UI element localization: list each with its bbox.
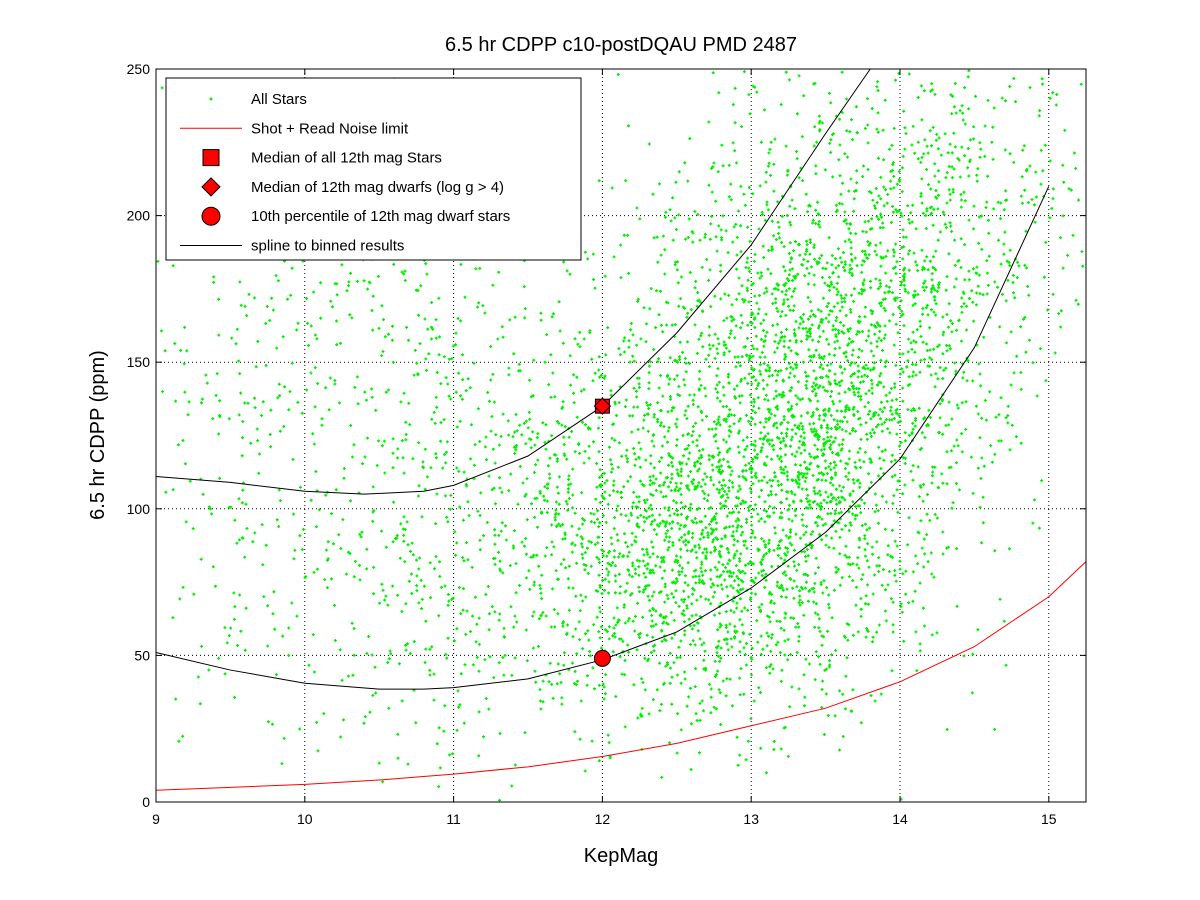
tenth-percentile-dwarf-marker [593, 649, 611, 667]
plot-frame [155, 68, 1087, 803]
legend-symbol-dot [209, 97, 213, 101]
x-tick-label: 9 [152, 811, 160, 827]
x-axis-label: KepMag [584, 845, 659, 867]
legend-symbol-diamond [201, 177, 221, 197]
shot-read-noise-limit-line [155, 561, 1087, 791]
y-axis-label: 6.5 hr CDPP (ppm) [87, 350, 109, 520]
legend-label: Median of all 12th mag Stars [251, 150, 442, 167]
y-tick-label: 50 [134, 647, 150, 663]
curves [155, 68, 1087, 791]
legend-label: spline to binned results [251, 238, 404, 255]
y-tick-label: 200 [127, 208, 151, 224]
chart-title: 6.5 hr CDPP c10-postDQAU PMD 2487 [445, 34, 797, 56]
legend-label: 10th percentile of 12th mag dwarf stars [251, 208, 510, 225]
x-tick-label: 10 [297, 811, 313, 827]
legend-label: Median of 12th mag dwarfs (log g > 4) [251, 179, 504, 196]
median-12th-mag-dwarfs-marker [593, 397, 612, 415]
grid-lines [156, 69, 1086, 802]
spline-curve-2 [155, 186, 1050, 690]
all-stars-points [156, 69, 1085, 802]
spline-curve-1 [155, 68, 871, 495]
y-tick-label: 0 [142, 794, 150, 810]
median-markers [593, 397, 612, 667]
legend-symbol-square [202, 149, 220, 167]
y-tick-label: 250 [127, 61, 151, 77]
legend-label: All Stars [251, 91, 307, 108]
x-tick-label: 11 [446, 811, 461, 827]
x-tick-label: 14 [892, 811, 908, 827]
legend: All Stars Shot + Read Noise limit Median o… [165, 77, 582, 261]
legend-box [165, 77, 582, 261]
y-tick-label: 150 [127, 354, 151, 370]
x-tick-label: 12 [595, 811, 611, 827]
legend-label: Shot + Read Noise limit [251, 120, 409, 137]
y-tick-label: 100 [127, 501, 151, 517]
x-tick-label: 13 [743, 811, 759, 827]
x-tick-label: 15 [1041, 811, 1057, 827]
legend-symbol-circle [201, 206, 221, 226]
all-stars-point [156, 69, 1085, 802]
